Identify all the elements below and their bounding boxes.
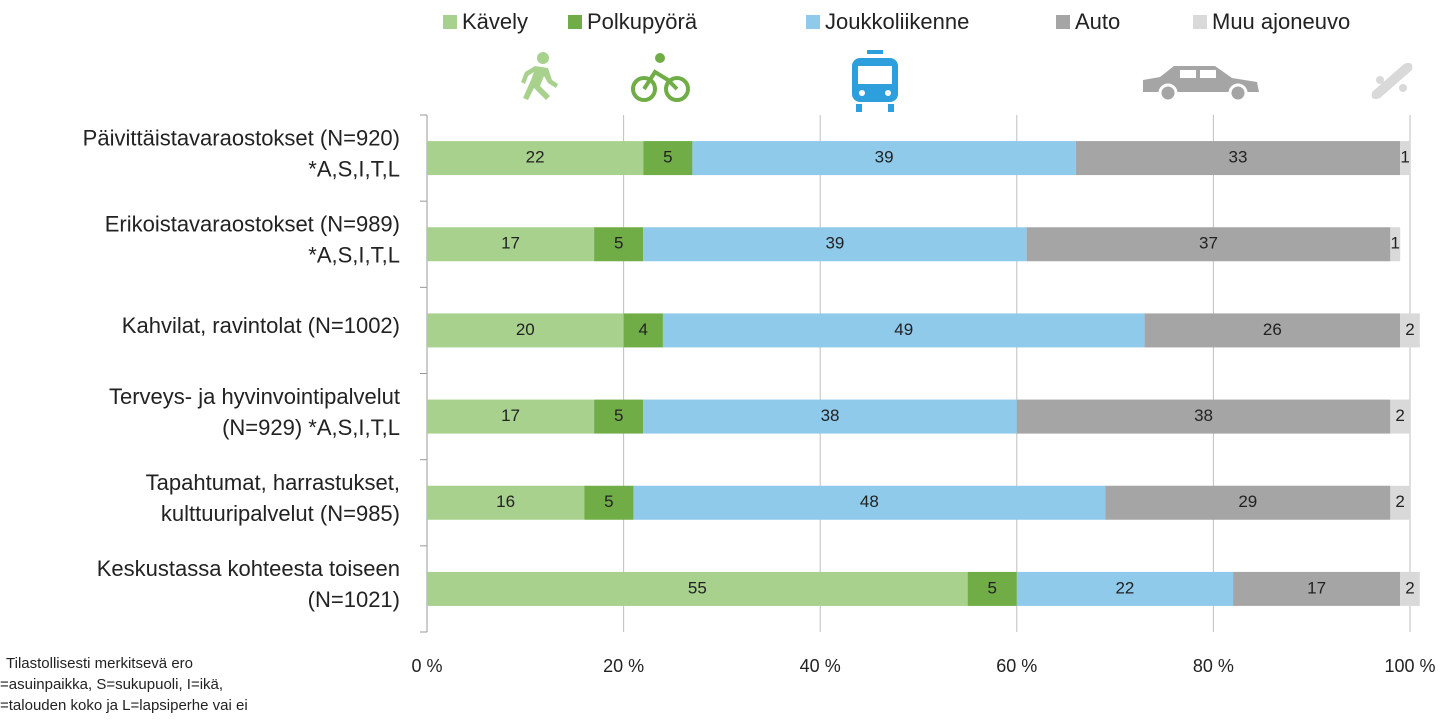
legend-swatch xyxy=(568,15,582,29)
data-label: 2 xyxy=(1405,578,1414,597)
data-label: 2 xyxy=(1395,406,1404,425)
data-label: 38 xyxy=(821,406,840,425)
footnote: =talouden koko ja L=lapsiperhe vai ei xyxy=(0,697,248,714)
data-label: 49 xyxy=(894,320,913,339)
bar-segment xyxy=(1144,313,1401,348)
bar-segment xyxy=(692,141,1076,176)
data-label: 48 xyxy=(860,492,879,511)
data-label: 22 xyxy=(526,148,545,167)
bar-segment xyxy=(643,141,693,176)
legend-label: Muu ajoneuvo xyxy=(1212,9,1350,34)
x-tick-label: 0 % xyxy=(411,656,442,676)
x-tick-label: 20 % xyxy=(603,656,644,676)
category-label: (N=1021) xyxy=(308,587,400,612)
legend-swatch xyxy=(1056,15,1070,29)
data-label: 17 xyxy=(1307,578,1326,597)
data-label: 1 xyxy=(1400,148,1409,167)
bar-segment xyxy=(967,571,1017,606)
bar-segment xyxy=(427,141,644,176)
category-label: Keskustassa kohteesta toiseen xyxy=(97,556,400,581)
data-label: 38 xyxy=(1194,406,1213,425)
bar-segment xyxy=(584,485,634,520)
bar-segment xyxy=(427,227,595,262)
data-label: 5 xyxy=(604,492,613,511)
data-label: 22 xyxy=(1115,578,1134,597)
legend-swatch xyxy=(806,15,820,29)
bar-segment xyxy=(1400,313,1420,348)
x-tick-label: 80 % xyxy=(1193,656,1234,676)
x-tick-label: 60 % xyxy=(996,656,1037,676)
bar-segment xyxy=(1233,571,1401,606)
bar-segment xyxy=(427,485,585,520)
category-label: *A,S,I,T,L xyxy=(308,156,400,181)
data-label: 55 xyxy=(688,578,707,597)
data-label: 17 xyxy=(501,234,520,253)
bar-segment xyxy=(1075,141,1401,176)
bar-segment xyxy=(662,313,1145,348)
bar-segment xyxy=(1390,485,1410,520)
bar-segment xyxy=(623,313,663,348)
skateboard-icon xyxy=(1371,62,1413,100)
bar-segment xyxy=(1026,227,1391,262)
category-label: Tapahtumat, harrastukset, xyxy=(146,470,400,495)
bar-segment xyxy=(1016,571,1234,606)
x-tick-label: 100 % xyxy=(1384,656,1435,676)
walk-icon xyxy=(521,52,558,100)
data-label: 4 xyxy=(639,320,648,339)
bar-segment xyxy=(633,485,1106,520)
bar-segment xyxy=(594,399,644,434)
data-label: 39 xyxy=(825,234,844,253)
data-label: 17 xyxy=(501,406,520,425)
data-label: 5 xyxy=(614,406,623,425)
legend-label: Kävely xyxy=(462,9,528,34)
tram-icon xyxy=(852,50,898,112)
category-label: Päivittäistavaraostokset (N=920) xyxy=(83,125,400,150)
x-tick-label: 40 % xyxy=(800,656,841,676)
category-label: Terveys- ja hyvinvointipalvelut xyxy=(109,384,400,409)
legend-label: Auto xyxy=(1075,9,1120,34)
bar-segment xyxy=(643,227,1027,262)
data-label: 16 xyxy=(496,492,515,511)
data-label: 29 xyxy=(1238,492,1257,511)
data-label: 1 xyxy=(1391,234,1400,253)
category-label: Kahvilat, ravintolat (N=1002) xyxy=(122,313,400,338)
data-label: 33 xyxy=(1229,148,1248,167)
bike-icon xyxy=(631,53,690,102)
bar-segment xyxy=(1400,141,1410,176)
bar-segment xyxy=(594,227,644,262)
bar-segment xyxy=(643,399,1017,434)
category-label: kulttuuripalvelut (N=985) xyxy=(161,501,400,526)
legend-label: Polkupyörä xyxy=(587,9,698,34)
category-label: Erikoistavaraostokset (N=989) xyxy=(105,212,400,237)
footnote: Tilastollisesti merkitsevä ero xyxy=(6,655,193,672)
data-label: 5 xyxy=(663,148,672,167)
legend-swatch xyxy=(1193,15,1207,29)
bar-segment xyxy=(427,571,968,606)
data-label: 39 xyxy=(875,148,894,167)
bar-segment xyxy=(1400,571,1420,606)
bar-segment xyxy=(1016,399,1391,434)
data-label: 37 xyxy=(1199,234,1218,253)
legend-swatch xyxy=(443,15,457,29)
legend-label: Joukkoliikenne xyxy=(825,9,969,34)
data-label: 2 xyxy=(1395,492,1404,511)
bar-segment xyxy=(427,399,595,434)
footnote: =asuinpaikka, S=sukupuoli, I=ikä, xyxy=(0,676,223,693)
bar-segment xyxy=(1390,227,1401,262)
category-label: (N=929) *A,S,I,T,L xyxy=(222,415,400,440)
data-label: 5 xyxy=(987,578,996,597)
data-label: 20 xyxy=(516,320,535,339)
bar-segment xyxy=(427,313,624,348)
bar-segment xyxy=(1390,399,1410,434)
data-label: 26 xyxy=(1263,320,1282,339)
data-label: 5 xyxy=(614,234,623,253)
car-icon xyxy=(1143,66,1259,103)
category-label: *A,S,I,T,L xyxy=(308,243,400,268)
bar-segment xyxy=(1105,485,1391,520)
data-label: 2 xyxy=(1405,320,1414,339)
